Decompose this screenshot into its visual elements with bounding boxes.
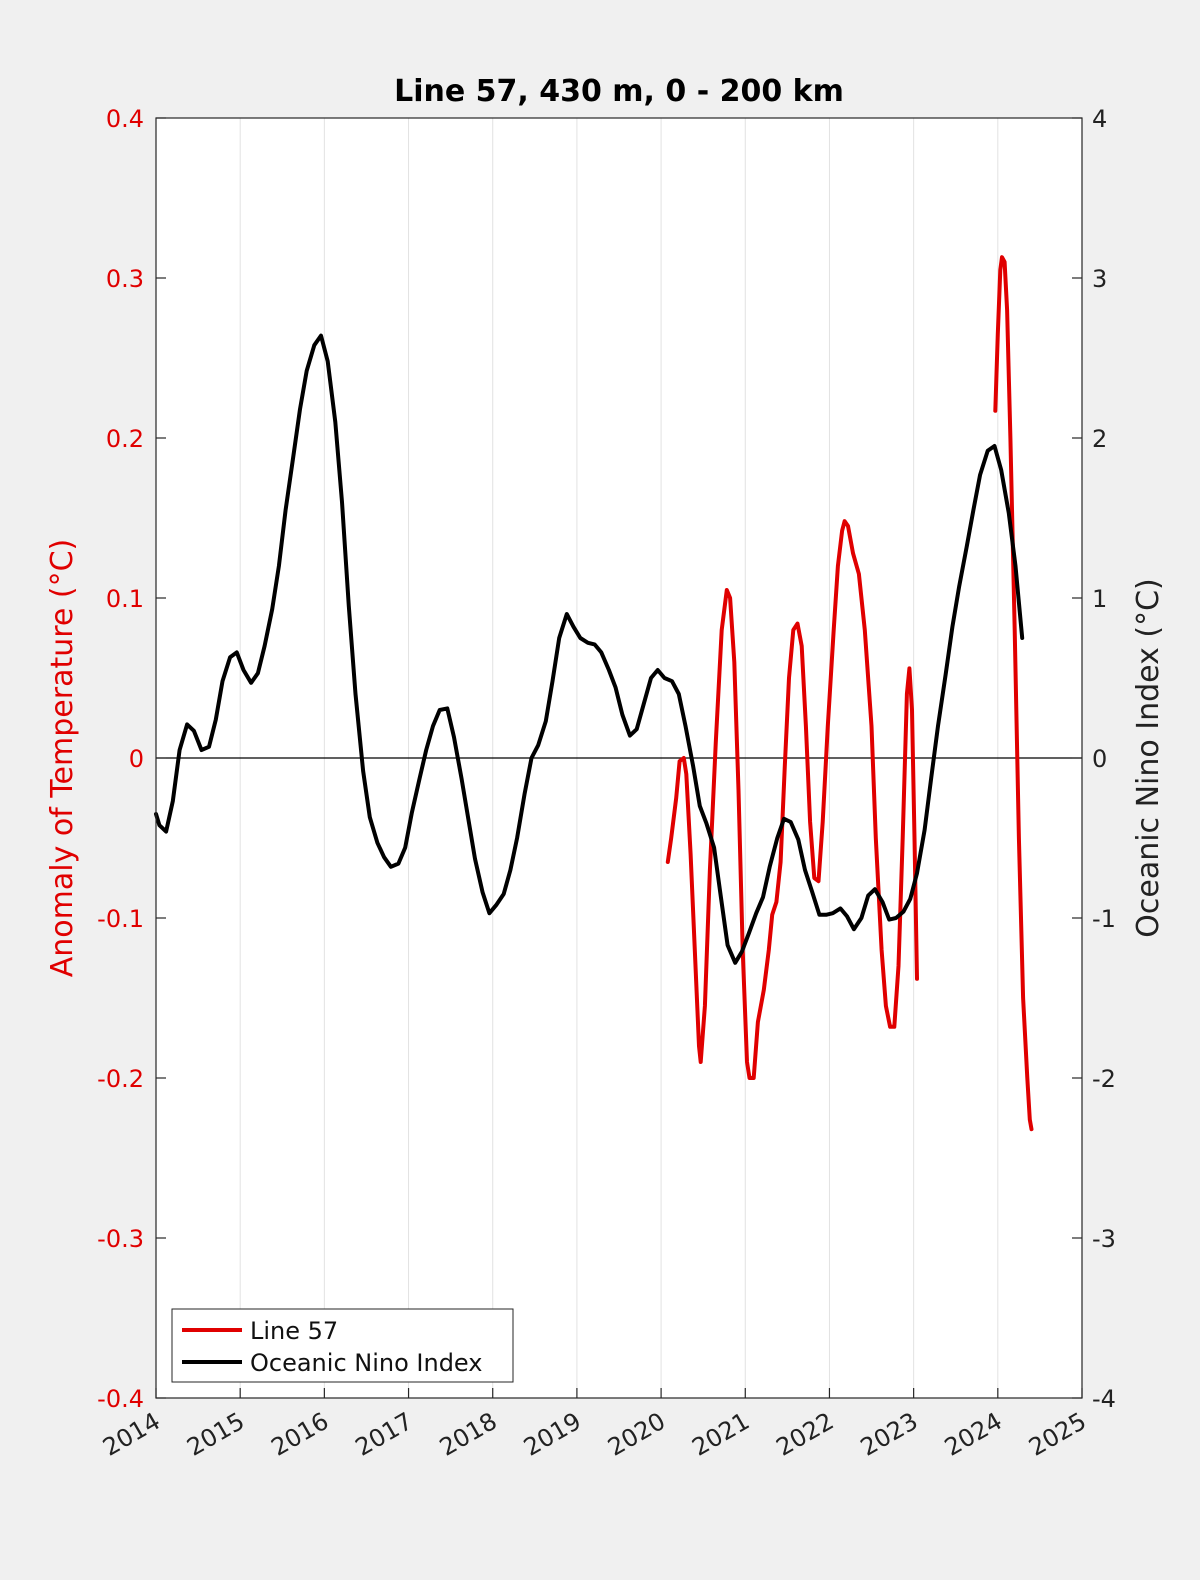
left-tick-label: -0.3 [97,1225,144,1253]
right-tick-label: 1 [1092,585,1107,613]
left-tick-label: 0.1 [106,585,144,613]
series-line-line-57-1 [665,519,919,1080]
left-tick-label: 0 [129,745,144,773]
right-tick-label: -2 [1092,1065,1116,1093]
right-tick-label: 2 [1092,425,1107,453]
legend: Line 57 Oceanic Nino Index [171,1308,514,1383]
chart-title: Line 57, 430 m, 0 - 200 km [394,74,844,109]
left-tick-label: -0.2 [97,1065,144,1093]
right-tick-label: 4 [1092,105,1107,133]
legend-box [171,1308,514,1383]
series-layer [154,255,1034,1132]
left-tick-label: -0.4 [97,1385,144,1413]
right-tick-label: -3 [1092,1225,1116,1253]
series-line-line-57-2 [993,255,1034,1132]
left-tick-label: 0.4 [106,105,144,133]
series-line-oceanic-nino-index-1 [154,333,1025,965]
legend-label-oni: Oceanic Nino Index [250,1349,482,1377]
left-tick-label: 0.3 [106,265,144,293]
legend-label-line-57: Line 57 [250,1317,338,1345]
right-y-axis: 4 3 2 1 0 -1 -2 -3 -4 [1072,105,1116,1413]
right-y-axis-label: Oceanic Nino Index (°C) [1131,578,1166,938]
right-tick-label: -4 [1092,1385,1116,1413]
left-y-axis: 0.4 0.3 0.2 0.1 0 -0.1 -0.2 -0.3 -0.4 [97,105,166,1413]
right-tick-label: 3 [1092,265,1107,293]
left-tick-label: -0.1 [97,905,144,933]
right-tick-label: 0 [1092,745,1107,773]
left-tick-label: 0.2 [106,425,144,453]
right-tick-label: -1 [1092,905,1116,933]
left-y-axis-label: Anomaly of Temperature (°C) [45,539,80,978]
